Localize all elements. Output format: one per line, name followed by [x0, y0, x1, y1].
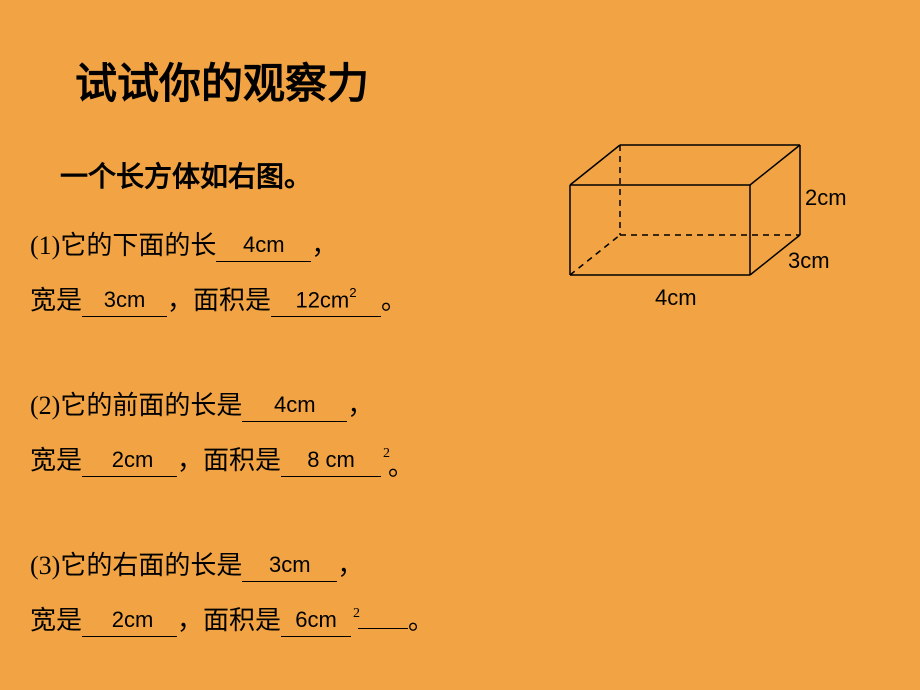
q3-suffix2: 。 [408, 606, 434, 635]
q2-blank3-val: 8 cm [307, 447, 355, 473]
q3-mid: ，面积是 [177, 606, 281, 635]
q3-prefix1: (3)它的右面的长是 [30, 551, 242, 580]
q2-blank3: 8 cm [281, 446, 381, 477]
q1-blank2: 3cm [82, 286, 167, 317]
q3-line1: (3)它的右面的长是 3cm ， [30, 545, 363, 582]
q2-blank1: 4cm [242, 391, 347, 422]
q1-blank2-val: 3cm [104, 287, 146, 313]
q1-blank1-val: 4cm [243, 232, 285, 258]
q3-blank1: 3cm [242, 551, 337, 582]
cuboid-depth-label: 3cm [788, 248, 830, 274]
q1-line2: 宽是 3cm ，面积是 12cm2 。 [30, 280, 407, 317]
q2-blank2-val: 2cm [106, 447, 154, 473]
cuboid-diagram: 2cm 3cm 4cm [560, 140, 840, 325]
q1-mid: ，面积是 [167, 286, 271, 315]
q1-blank3: 12cm2 [271, 286, 381, 317]
q3-blank3: 6cm [281, 606, 351, 637]
q2-prefix1: (2)它的前面的长是 [30, 391, 242, 420]
q1-suffix1: ， [311, 231, 337, 260]
cuboid-svg [560, 140, 840, 320]
q1-prefix2: 宽是 [30, 286, 82, 315]
q3-blank3-val: 6cm [295, 607, 337, 633]
q3-line2: 宽是 2cm ，面积是 6cm 2 。 [30, 600, 434, 637]
q3-blank3-extra [358, 628, 408, 629]
q1-prefix1: (1)它的下面的长 [30, 231, 216, 260]
q3-blank2-val: 2cm [106, 607, 154, 633]
q2-prefix2: 宽是 [30, 446, 82, 475]
q3-blank1-val: 3cm [269, 552, 311, 578]
subtitle: 一个长方体如右图。 [60, 155, 312, 195]
q3-blank3-sup: 2 [353, 606, 360, 621]
q3-blank2: 2cm [82, 606, 177, 637]
page-title: 试试你的观察力 [75, 50, 369, 111]
q2-suffix2: 。 [388, 452, 414, 481]
cuboid-width-label: 4cm [655, 285, 697, 311]
q2-mid: ，面积是 [177, 446, 281, 475]
q3-suffix1: ， [337, 551, 363, 580]
q1-suffix2: 。 [381, 286, 407, 315]
q2-blank2: 2cm [82, 446, 177, 477]
cuboid-height-label: 2cm [805, 185, 847, 211]
q1-line1: (1)它的下面的长 4cm ， [30, 225, 337, 262]
q1-blank1: 4cm [216, 231, 311, 262]
q2-line1: (2)它的前面的长是 4cm ， [30, 385, 373, 422]
q2-blank1-val: 4cm [274, 392, 316, 418]
q2-suffix1: ， [347, 391, 373, 420]
q2-line2: 宽是2cm，面积是8 cm2。 [30, 440, 414, 477]
q3-prefix2: 宽是 [30, 606, 82, 635]
q1-blank3-val: 12cm2 [295, 287, 356, 313]
